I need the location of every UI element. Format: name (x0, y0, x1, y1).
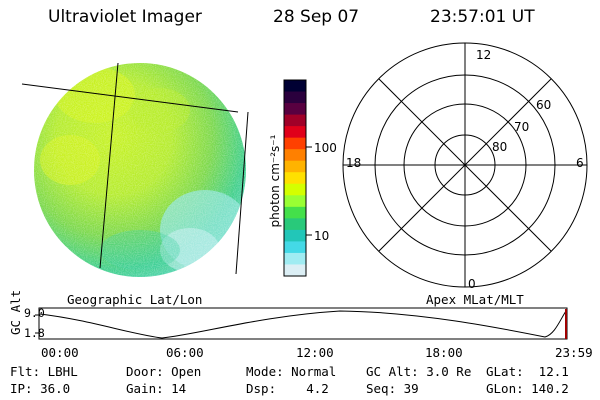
timeline-xtick-1200: 12:00 (296, 345, 334, 360)
timeline-ylabel: GC Alt (8, 289, 23, 335)
timeline-frame (38, 307, 568, 340)
polar-diagonal-2 (378, 78, 552, 252)
colorbar-cell (284, 137, 306, 150)
status-glat: GLat: 12.1 (486, 364, 569, 379)
colorbar-cell (284, 252, 306, 266)
colorbar-cell (284, 183, 306, 196)
colorbar-cell (284, 218, 306, 231)
colorbar-cell (284, 91, 306, 104)
timeline-ytick-label-top: 9.0 (24, 306, 45, 320)
status-seq: Seq: 39 (366, 381, 419, 396)
status-gain: Gain: 14 (126, 381, 187, 396)
colorbar-cell (284, 126, 306, 139)
colorbar-cell (284, 114, 306, 127)
colorbar-cell (284, 206, 306, 219)
colorbar-cell (284, 149, 306, 162)
mlat-label-60: 60 (536, 98, 552, 112)
mlat-label-70: 70 (514, 120, 530, 134)
colorbar-cell (284, 241, 306, 254)
geographic-grid (21, 62, 249, 275)
colorbar-cell (284, 229, 306, 243)
mlt-label-top: 12 (476, 48, 492, 62)
colorbar-frame (283, 79, 307, 277)
colorbar-tick-label-10: 10 (314, 229, 330, 243)
colorbar-cell (284, 80, 306, 93)
colorbar-cell (284, 195, 306, 208)
mlt-label-bottom: 0 (468, 277, 476, 291)
date-label: 28 Sep 07 (273, 7, 360, 27)
left-panel-caption: Geographic Lat/Lon (67, 292, 203, 307)
colorbar-tick-label-100: 100 (314, 141, 337, 155)
colorbar-cell (284, 172, 306, 185)
colorbar-cell (284, 160, 306, 173)
timeline-xtick-0000: 00:00 (41, 345, 79, 360)
status-glon: GLon: 140.2 (486, 381, 569, 396)
status-gc-alt: GC Alt: 3.0 Re (366, 364, 472, 379)
colorbar-cell (284, 264, 306, 277)
status-door: Door: Open (126, 364, 202, 379)
colorbar-scale (284, 80, 306, 277)
mlat-label-80: 80 (492, 140, 508, 154)
time-label: 23:57:01 UT (430, 7, 535, 27)
status-filter: Flt: LBHL (10, 364, 78, 379)
timeline-xtick-2359: 23:59 (555, 345, 593, 360)
status-dsp: Dsp: 4.2 (246, 381, 329, 396)
timeline-ytick-label-bottom: 1.8 (24, 326, 45, 340)
altitude-curve (39, 310, 567, 339)
timeline-xtick-0600: 06:00 (166, 345, 204, 360)
status-ip: IP: 36.0 (10, 381, 71, 396)
instrument-title: Ultraviolet Imager (48, 7, 202, 27)
colorbar-cell (284, 103, 306, 116)
right-panel-caption: Apex MLat/MLT (426, 292, 524, 307)
mlt-label-right: 6 (576, 156, 584, 170)
timeline-xtick-1800: 18:00 (425, 345, 463, 360)
mlt-label-left: 18 (346, 156, 362, 170)
status-mode: Mode: Normal (246, 364, 337, 379)
